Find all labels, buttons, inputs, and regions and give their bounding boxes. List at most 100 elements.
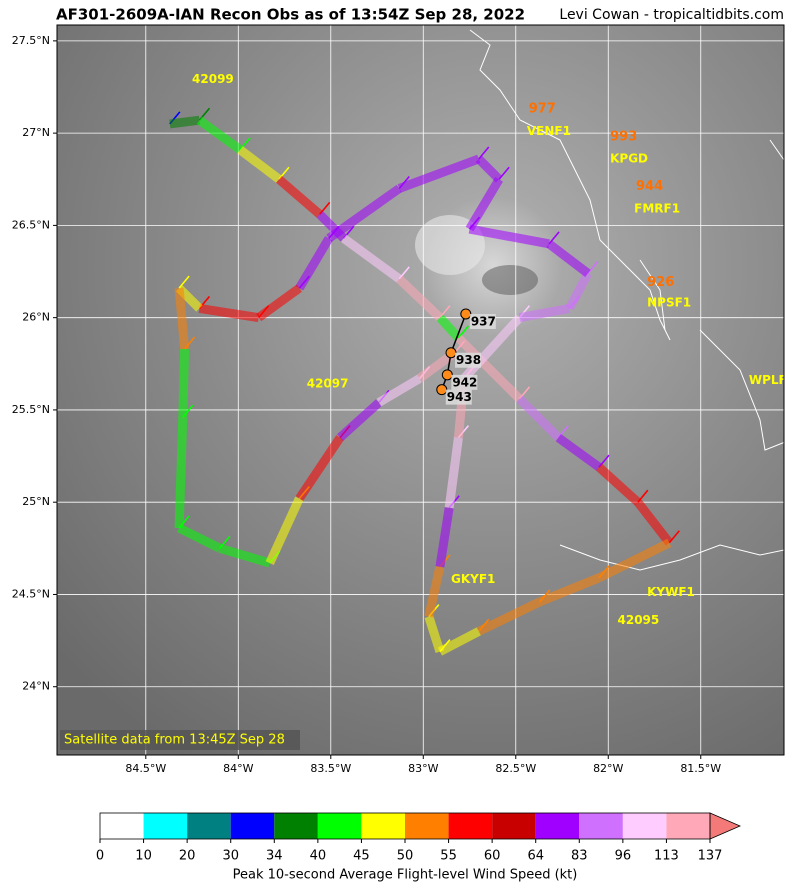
wind-barb bbox=[668, 530, 680, 544]
track-segment bbox=[455, 334, 523, 403]
colorbar-bin bbox=[274, 813, 318, 839]
y-tick-label: 27°N bbox=[22, 126, 50, 139]
colorbar-bin bbox=[405, 813, 449, 839]
track-segment bbox=[516, 395, 562, 441]
pressure-box bbox=[451, 374, 478, 390]
wind-barb bbox=[298, 275, 310, 289]
y-tick-label: 25°N bbox=[22, 495, 50, 508]
track-segment bbox=[276, 175, 323, 218]
colorbar-tick-label: 64 bbox=[527, 849, 544, 864]
track-segment bbox=[465, 176, 503, 232]
wind-barb bbox=[518, 386, 531, 400]
wind-barb bbox=[439, 305, 451, 319]
track-segment bbox=[565, 271, 592, 311]
station-label: 42095 bbox=[618, 613, 660, 627]
track-segment bbox=[518, 304, 571, 323]
colorbar-bin bbox=[100, 813, 144, 839]
center-track bbox=[441, 313, 467, 390]
track-segment bbox=[169, 115, 200, 129]
track-segment bbox=[255, 284, 302, 322]
x-tick-label: 84.5°W bbox=[125, 762, 166, 775]
colorbar-tick-label: 60 bbox=[484, 849, 501, 864]
track-segment bbox=[295, 435, 344, 502]
track-segment bbox=[396, 275, 444, 321]
station-label: WPLF1 bbox=[749, 373, 795, 387]
colorbar-bin bbox=[535, 813, 580, 839]
pressure-box bbox=[445, 389, 472, 405]
colorbar-tick-label: 50 bbox=[397, 849, 414, 864]
wind-barb bbox=[478, 146, 490, 160]
wind-barb bbox=[178, 275, 190, 289]
station-pressure: 993 bbox=[610, 129, 637, 144]
center-fix bbox=[441, 369, 453, 381]
x-tick-label: 82°W bbox=[593, 762, 623, 775]
track-segment bbox=[555, 433, 602, 471]
track-segment bbox=[595, 463, 641, 506]
wind-barb bbox=[598, 454, 610, 468]
wind-barb bbox=[478, 618, 490, 632]
colorbar-bin bbox=[230, 813, 275, 839]
station-label: KYWF1 bbox=[647, 585, 695, 599]
center-pressure: 942 bbox=[452, 375, 477, 389]
track-segment bbox=[198, 303, 260, 323]
wind-barb bbox=[539, 589, 551, 603]
wind-barb bbox=[328, 225, 340, 239]
track-segment bbox=[424, 615, 445, 654]
colorbar-tick-label: 40 bbox=[310, 849, 327, 864]
station-label: FMRF1 bbox=[634, 201, 680, 215]
credit: Levi Cowan - tropicaltidbits.com bbox=[559, 7, 784, 23]
note-box bbox=[60, 730, 300, 750]
eyewall-cloud bbox=[415, 215, 485, 275]
wind-barb bbox=[457, 325, 470, 339]
track-segment bbox=[177, 524, 222, 553]
wind-barb bbox=[319, 201, 331, 215]
wind-barb bbox=[398, 266, 410, 280]
track-segment bbox=[178, 348, 190, 418]
track-segment bbox=[174, 287, 190, 350]
track-segment bbox=[397, 154, 481, 193]
colorbar-bin bbox=[622, 813, 667, 839]
track-segment bbox=[444, 437, 463, 509]
track-segment bbox=[546, 240, 591, 277]
track-segment bbox=[265, 496, 304, 565]
wind-barb bbox=[454, 340, 466, 354]
colorbar-label: Peak 10-second Average Flight-level Wind… bbox=[233, 868, 578, 883]
wind-barb bbox=[258, 305, 270, 319]
coastline bbox=[469, 29, 784, 571]
track-segment bbox=[295, 236, 333, 291]
track-segment bbox=[196, 116, 243, 154]
colorbar-bin bbox=[361, 813, 405, 839]
colorbar-tick-label: 0 bbox=[96, 849, 104, 864]
center-pressure: 938 bbox=[456, 353, 481, 367]
y-tick-label: 27.5°N bbox=[12, 34, 50, 47]
wind-barb bbox=[278, 166, 290, 180]
colorbar-tick-label: 113 bbox=[654, 849, 679, 864]
map-frame bbox=[56, 24, 785, 756]
colorbar-tick-label: 96 bbox=[615, 849, 632, 864]
colorbar-tick-label: 83 bbox=[571, 849, 588, 864]
y-tick-label: 26.5°N bbox=[12, 218, 50, 231]
station-label: GKYF1 bbox=[451, 572, 495, 586]
track-segment bbox=[341, 234, 402, 283]
station-pressure: 926 bbox=[647, 275, 674, 290]
station-label: KPGD bbox=[610, 151, 648, 165]
wind-barb bbox=[598, 565, 610, 579]
wind-barb bbox=[398, 175, 410, 190]
track-segment bbox=[337, 399, 382, 441]
colorbar-extend bbox=[709, 812, 742, 840]
x-tick-label: 83.5°W bbox=[310, 762, 351, 775]
colorbar-bin bbox=[579, 813, 623, 839]
pressure-box bbox=[455, 352, 482, 368]
station-label: NPSF1 bbox=[647, 295, 691, 309]
track-segment bbox=[376, 374, 422, 407]
wind-barb bbox=[184, 336, 196, 350]
colorbar-bin bbox=[448, 813, 493, 839]
y-tick-label: 25.5°N bbox=[12, 403, 50, 416]
y-tick-label: 24.5°N bbox=[12, 587, 50, 600]
track-segment bbox=[237, 146, 282, 183]
center-fix bbox=[460, 308, 472, 320]
track-segment bbox=[597, 538, 672, 582]
track-segment bbox=[436, 314, 462, 341]
